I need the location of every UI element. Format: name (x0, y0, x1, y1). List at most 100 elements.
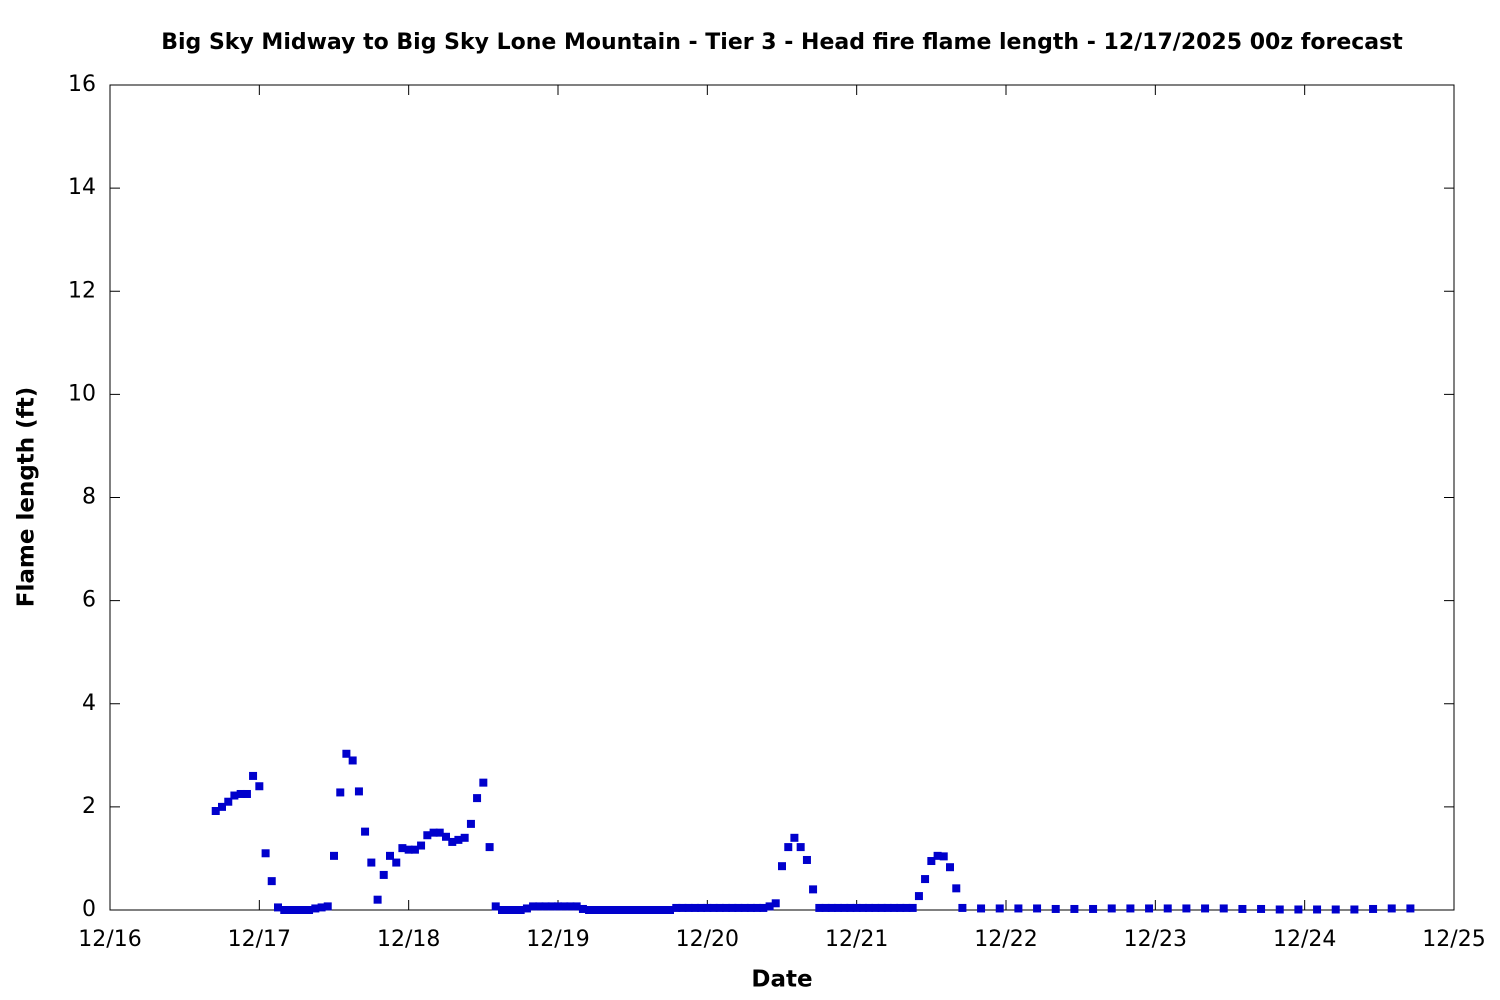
data-point (946, 863, 954, 872)
y-tick-label: 6 (82, 588, 96, 613)
data-point (846, 903, 855, 912)
data-point (865, 903, 874, 912)
x-tick-label: 12/17 (228, 927, 291, 952)
data-point (995, 904, 1004, 913)
data-point (641, 906, 650, 914)
x-tick-label: 12/19 (526, 927, 589, 952)
data-point (292, 906, 301, 914)
data-point (1182, 904, 1191, 913)
data-point (323, 902, 332, 911)
data-point (230, 791, 239, 800)
data-point (939, 852, 948, 861)
data-point (547, 902, 556, 911)
data-point (1406, 904, 1415, 913)
data-point (498, 906, 506, 914)
data-point (379, 870, 388, 879)
data-point (535, 902, 544, 911)
y-tick-label: 8 (82, 485, 96, 510)
data-point (902, 903, 911, 912)
data-point (697, 903, 706, 912)
data-point (466, 819, 475, 828)
data-point (342, 749, 351, 758)
x-tick-label: 12/22 (974, 927, 1037, 952)
data-point (610, 906, 618, 914)
data-point (510, 906, 519, 914)
y-tick-label: 2 (82, 794, 96, 819)
x-tick-label: 12/16 (78, 927, 141, 952)
data-point (1350, 905, 1359, 914)
data-point (373, 895, 382, 904)
data-point (274, 903, 282, 912)
data-point (709, 903, 718, 912)
data-point (759, 903, 768, 912)
data-point (249, 771, 258, 780)
data-point (815, 903, 824, 912)
chart-title: Big Sky Midway to Big Sky Lone Mountain … (161, 30, 1403, 55)
data-point (977, 904, 986, 913)
data-point (585, 906, 594, 914)
data-point (286, 906, 295, 914)
x-tick-label: 12/25 (1422, 927, 1485, 952)
data-point (529, 902, 538, 911)
data-point (280, 906, 289, 914)
data-point (896, 903, 905, 912)
x-tick-label: 12/23 (1124, 927, 1187, 952)
data-point (784, 843, 793, 852)
data-point (267, 877, 276, 886)
data-point (255, 782, 264, 791)
data-point (504, 906, 513, 914)
data-point (591, 906, 600, 914)
data-point (771, 899, 780, 908)
data-point (1238, 904, 1247, 913)
data-point (1033, 904, 1042, 913)
data-point (933, 851, 942, 860)
y-tick-label: 4 (82, 691, 96, 716)
data-point (516, 906, 525, 914)
data-point (330, 851, 338, 860)
data-point (348, 756, 357, 765)
data-point (1107, 904, 1116, 913)
data-point (597, 906, 606, 914)
data-point (765, 902, 774, 911)
data-point (890, 903, 898, 912)
data-point (728, 903, 737, 912)
data-point (442, 832, 450, 841)
y-axis-label: Flame length (ft) (14, 387, 40, 607)
data-point (336, 788, 345, 797)
data-point (541, 902, 550, 911)
x-tick-label: 12/18 (377, 927, 440, 952)
data-point (485, 843, 494, 852)
data-point (958, 903, 967, 912)
data-point (753, 903, 762, 912)
data-point (628, 906, 637, 914)
data-point (921, 875, 930, 884)
data-point (684, 903, 693, 912)
data-point (448, 837, 457, 846)
y-tick-label: 14 (68, 175, 96, 200)
data-point (1387, 904, 1396, 913)
data-point (634, 906, 643, 914)
data-point (834, 903, 842, 912)
data-point (1014, 904, 1023, 913)
data-point (690, 903, 699, 912)
x-tick-label: 12/21 (825, 927, 888, 952)
x-tick-label: 12/24 (1273, 927, 1336, 952)
data-point (578, 904, 587, 913)
data-point (1145, 904, 1154, 913)
data-point (211, 807, 220, 815)
data-point (1331, 905, 1340, 914)
data-point (802, 855, 811, 864)
data-point (603, 906, 612, 914)
data-point (722, 903, 730, 912)
data-point (703, 903, 712, 912)
data-point (678, 903, 687, 912)
data-point (1219, 904, 1228, 913)
data-point (1369, 904, 1378, 913)
data-point (1163, 904, 1172, 913)
x-tick-label: 12/20 (676, 927, 739, 952)
data-point (659, 906, 668, 914)
data-point (1126, 904, 1135, 913)
data-point (242, 789, 251, 798)
data-point (423, 831, 432, 840)
